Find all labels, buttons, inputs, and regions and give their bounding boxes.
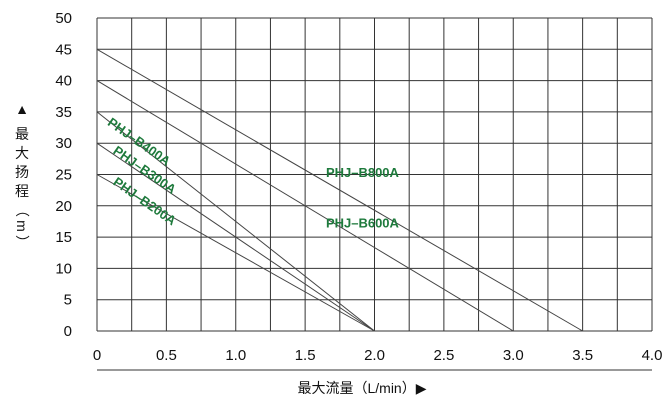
series-line xyxy=(96,174,375,332)
y-axis-label-char: 最 xyxy=(15,126,29,142)
y-tick-label: 35 xyxy=(55,104,72,121)
x-tick-label: 2.5 xyxy=(433,347,454,364)
series-label: PHJ–B800A xyxy=(326,165,400,180)
y-tick-label: 25 xyxy=(55,167,72,184)
x-tick-label: 1.0 xyxy=(225,347,246,364)
chart-tick-labels: 0 0.5 1.0 1.5 2.0 2.5 3.0 3.5 4.0 0 5 10 15 20 25 30 35 4… xyxy=(55,10,662,364)
series-label: PHJ–B600A xyxy=(326,216,400,231)
x-axis-label: 最大流量（L/min）▶ xyxy=(297,380,426,396)
y-tick-label: 10 xyxy=(55,260,72,277)
y-tick-label: 15 xyxy=(55,229,72,246)
y-tick-label: 45 xyxy=(55,41,72,58)
y-axis-label-char: ） xyxy=(14,235,30,249)
x-tick-label: 4.0 xyxy=(642,347,663,364)
x-tick-label: 3.5 xyxy=(572,347,593,364)
chart-series-labels: PHJ–B800APHJ–B600APHJ–B400APHJ–B300APHJ–… xyxy=(105,115,400,231)
chart-series-lines xyxy=(96,48,583,332)
x-tick-label: 1.5 xyxy=(295,347,316,364)
x-tick-label: 0 xyxy=(93,347,101,364)
y-tick-label: 5 xyxy=(64,292,72,309)
series-line xyxy=(96,142,375,332)
y-tick-label: 50 xyxy=(55,10,72,27)
x-tick-label: 3.0 xyxy=(503,347,524,364)
y-axis-label-char: 大 xyxy=(15,145,29,161)
y-axis-label-char: m xyxy=(14,220,30,232)
y-axis-label-char: （ xyxy=(14,203,30,217)
y-tick-label: 40 xyxy=(55,73,72,90)
y-tick-label: 0 xyxy=(64,323,72,340)
x-tick-label: 0.5 xyxy=(156,347,177,364)
series-line xyxy=(96,80,514,332)
series-line xyxy=(96,48,583,332)
y-axis-label-char: 扬 xyxy=(15,164,29,180)
y-tick-label: 20 xyxy=(55,198,72,215)
y-axis-label-char: 程 xyxy=(15,183,29,199)
y-axis-label-char: ▲ xyxy=(15,101,29,117)
x-tick-label: 2.0 xyxy=(364,347,385,364)
y-tick-label: 30 xyxy=(55,135,72,152)
series-line xyxy=(96,111,375,332)
